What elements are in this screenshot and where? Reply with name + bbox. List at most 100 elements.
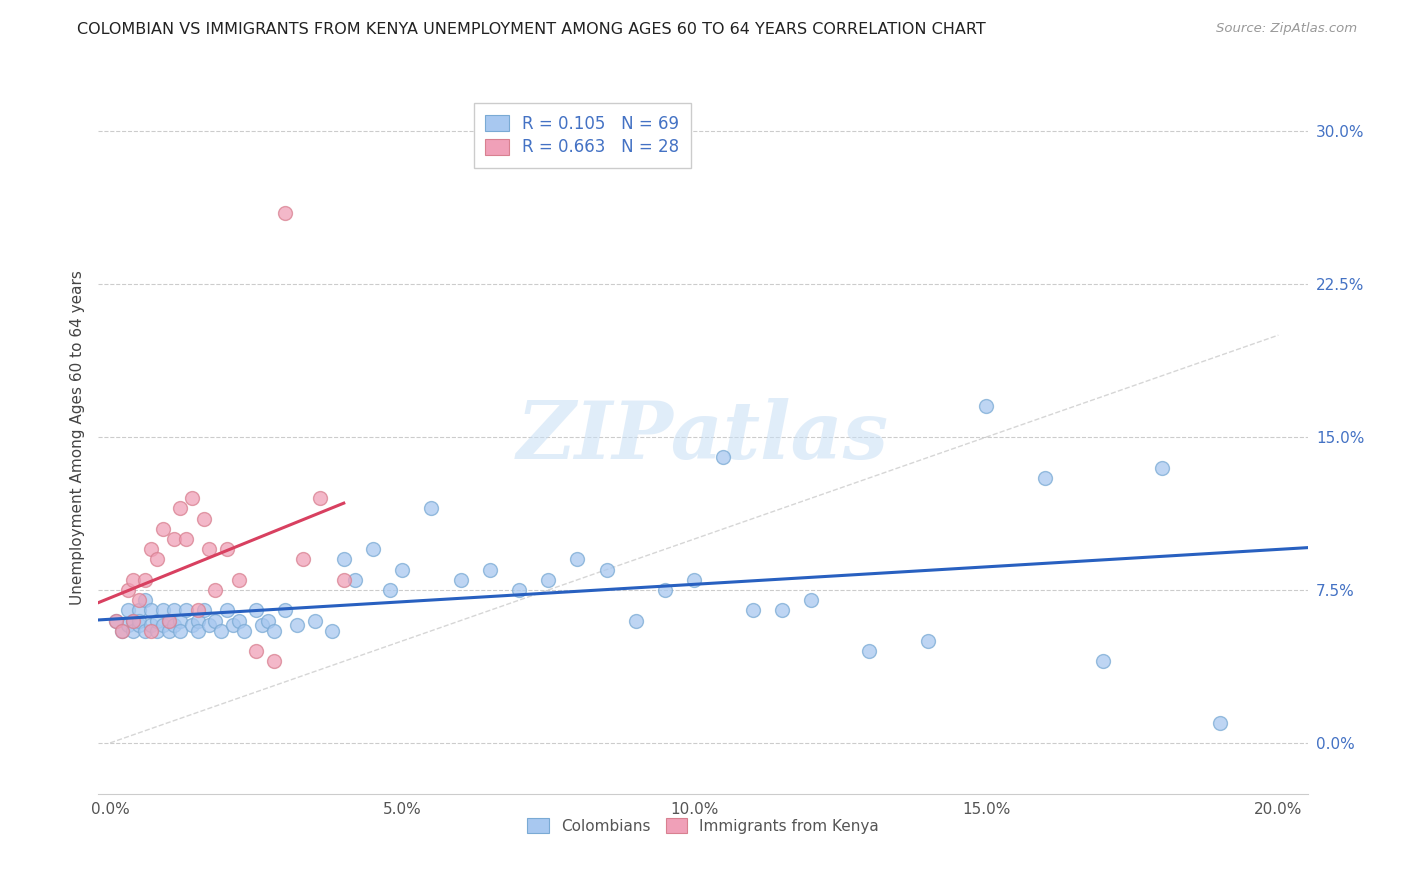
Point [117,617,139,632]
Point [683,573,706,587]
Point [128,603,150,617]
Point [1092,654,1115,668]
Text: COLOMBIAN VS IMMIGRANTS FROM KENYA UNEMPLOYMENT AMONG AGES 60 TO 64 YEARS CORREL: COLOMBIAN VS IMMIGRANTS FROM KENYA UNEMP… [77,22,986,37]
Point [204,614,226,628]
Point [391,563,413,577]
Point [222,617,245,632]
Point [713,450,735,465]
Point [380,582,402,597]
Point [128,593,150,607]
Point [174,603,197,617]
Point [917,634,939,648]
Point [274,603,297,617]
Point [567,552,589,566]
Point [741,603,763,617]
Point [198,542,221,557]
Point [228,573,250,587]
Point [508,582,530,597]
Point [146,552,169,566]
Point [104,614,127,628]
Point [152,617,174,632]
Point [139,624,162,638]
Point [139,542,162,557]
Point [332,552,354,566]
Point [139,603,162,617]
Y-axis label: Unemployment Among Ages 60 to 64 years: Unemployment Among Ages 60 to 64 years [69,269,84,605]
Point [800,593,823,607]
Point [122,573,145,587]
Point [858,644,880,658]
Point [152,603,174,617]
Point [117,603,139,617]
Point [104,614,127,628]
Point [245,644,267,658]
Point [163,603,186,617]
Point [169,501,191,516]
Point [204,582,226,597]
Point [152,522,174,536]
Point [117,582,139,597]
Point [157,614,180,628]
Point [122,624,145,638]
Point [111,624,134,638]
Point [256,614,278,628]
Point [245,603,267,617]
Point [139,617,162,632]
Legend: Colombians, Immigrants from Kenya: Colombians, Immigrants from Kenya [522,812,884,839]
Point [1033,471,1056,485]
Point [134,593,156,607]
Point [263,654,285,668]
Point [332,573,354,587]
Point [624,614,647,628]
Point [169,614,191,628]
Point [309,491,332,506]
Point [134,624,156,638]
Point [169,624,191,638]
Point [537,573,560,587]
Point [654,582,676,597]
Point [974,400,997,414]
Point [420,501,443,516]
Point [187,603,209,617]
Point [174,532,197,546]
Point [128,617,150,632]
Point [361,542,384,557]
Point [478,563,501,577]
Point [228,614,250,628]
Point [450,573,472,587]
Point [111,624,134,638]
Point [1209,715,1232,730]
Point [146,614,169,628]
Point [344,573,367,587]
Point [187,614,209,628]
Point [263,624,285,638]
Point [187,624,209,638]
Point [233,624,256,638]
Point [128,614,150,628]
Point [304,614,326,628]
Point [1150,460,1173,475]
Point [146,624,169,638]
Point [134,573,156,587]
Text: ZIPatlas: ZIPatlas [517,399,889,475]
Point [285,617,308,632]
Point [193,511,215,525]
Point [274,206,297,220]
Point [209,624,232,638]
Point [122,614,145,628]
Text: Source: ZipAtlas.com: Source: ZipAtlas.com [1216,22,1357,36]
Point [595,563,617,577]
Point [157,624,180,638]
Point [770,603,793,617]
Point [215,542,238,557]
Point [180,617,202,632]
Point [180,491,202,506]
Point [215,603,238,617]
Point [193,603,215,617]
Point [198,617,221,632]
Point [250,617,273,632]
Point [157,614,180,628]
Point [163,617,186,632]
Point [321,624,343,638]
Point [122,614,145,628]
